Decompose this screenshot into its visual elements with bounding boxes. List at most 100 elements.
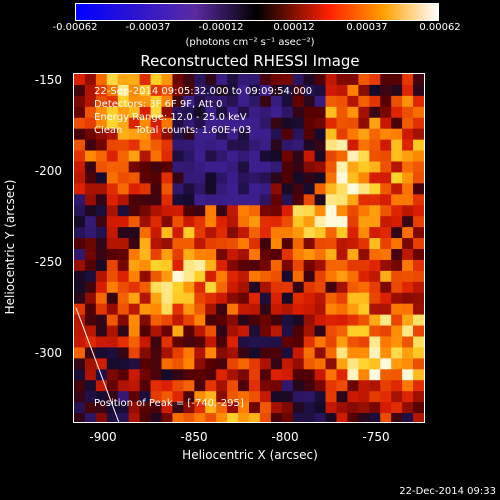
heatmap-cell [106, 380, 119, 392]
heatmap-cell [249, 303, 261, 316]
x-tick-label: -800 [271, 430, 299, 444]
heatmap-cell [347, 336, 359, 348]
heatmap-cell [336, 248, 348, 261]
heatmap-cell [238, 369, 250, 381]
heatmap-cell [227, 270, 239, 283]
heatmap-cell [259, 106, 272, 119]
heatmap-cell [380, 128, 392, 141]
heatmap-cell [84, 380, 97, 392]
heatmap-cell [183, 150, 195, 162]
heatmap-cell [347, 303, 359, 316]
heatmap-cell [402, 380, 414, 392]
heatmap-cell [128, 227, 141, 239]
heatmap-cell [74, 325, 86, 337]
heatmap-cell [336, 194, 348, 206]
heatmap-cell [259, 281, 272, 294]
heatmap-cell [117, 205, 130, 217]
heatmap-cell [281, 194, 294, 206]
colorbar-gradient [76, 4, 438, 20]
heatmap-cell [216, 358, 228, 370]
heatmap-cell [391, 347, 403, 359]
heatmap-cell [314, 139, 327, 152]
heatmap-cell [358, 325, 370, 337]
heatmap-cell [249, 391, 261, 403]
heatmap-cell [139, 172, 152, 184]
heatmap-cell [172, 117, 184, 130]
heatmap-cell [369, 194, 381, 206]
heatmap-cell [194, 139, 206, 152]
heatmap-cell [183, 238, 195, 250]
heatmap-cell [172, 172, 184, 184]
heatmap-cell [205, 358, 217, 370]
heatmap-cell [150, 248, 162, 261]
heatmap-cell [369, 150, 381, 162]
heatmap-cell [194, 248, 206, 261]
heatmap-cell [238, 128, 250, 141]
heatmap-cell [336, 74, 348, 86]
heatmap-cell [281, 205, 294, 217]
heatmap-cell [380, 139, 392, 152]
heatmap-cell [227, 74, 239, 86]
heatmap-cell [84, 347, 97, 359]
heatmap-cell [292, 238, 305, 250]
heatmap-cell [74, 161, 86, 173]
heatmap-cell [172, 391, 184, 403]
heatmap-cell [413, 369, 424, 381]
heatmap-cell [74, 139, 86, 152]
heatmap-cell [238, 117, 250, 130]
heatmap-cell [402, 95, 414, 108]
heatmap-cell [292, 303, 305, 316]
heatmap-cell [336, 380, 348, 392]
heatmap-cell [95, 413, 108, 422]
heatmap-cell [402, 194, 414, 206]
heatmap-cell [74, 172, 86, 184]
heatmap-cell [292, 248, 305, 261]
heatmap-cell [259, 369, 272, 381]
y-tick-label: -150 [34, 73, 62, 87]
heatmap-cell [106, 139, 119, 152]
heatmap-cell [281, 95, 294, 108]
heatmap-cell [183, 84, 195, 97]
heatmap-cell [150, 161, 162, 173]
heatmap-cell [369, 128, 381, 141]
colorbar-units: (photons cm⁻² s⁻¹ asec⁻²) [185, 37, 315, 48]
heatmap-cell [270, 117, 283, 130]
heatmap-cell [205, 380, 217, 392]
heatmap-cell [95, 106, 108, 119]
heatmap-cell [205, 161, 217, 173]
heatmap-cell [117, 391, 130, 403]
heatmap-cell [391, 84, 403, 97]
heatmap-cell [303, 117, 316, 130]
heatmap-cell [172, 95, 184, 108]
heatmap-cell [391, 380, 403, 392]
heatmap-cell [84, 292, 97, 305]
heatmap-cell [194, 74, 206, 86]
heatmap-cell [402, 413, 414, 422]
heatmap-cell [161, 161, 173, 173]
heatmap-cell [380, 205, 392, 217]
heatmap-cell [270, 369, 283, 381]
heatmap-cell [139, 216, 152, 228]
heatmap-cell [325, 325, 337, 337]
heatmap-cell [314, 358, 327, 370]
heatmap-cell [84, 183, 97, 195]
heatmap-cell [249, 413, 261, 422]
heatmap-cell [325, 292, 337, 305]
heatmap-cell [238, 216, 250, 228]
heatmap-cell [84, 161, 97, 173]
heatmap-cell [95, 248, 108, 261]
heatmap-cell [314, 259, 327, 272]
heatmap-cell [150, 117, 162, 130]
heatmap-cell [336, 369, 348, 381]
heatmap-cell [161, 150, 173, 162]
heatmap-cell [314, 194, 327, 206]
heatmap-cell [95, 303, 108, 316]
heatmap-cell [336, 281, 348, 294]
heatmap-cell [314, 128, 327, 141]
y-tick-label: -250 [34, 255, 62, 269]
heatmap-cell [347, 128, 359, 141]
heatmap-cell [172, 336, 184, 348]
heatmap-cell [358, 172, 370, 184]
heatmap-cell [259, 161, 272, 173]
heatmap-cell [249, 270, 261, 283]
